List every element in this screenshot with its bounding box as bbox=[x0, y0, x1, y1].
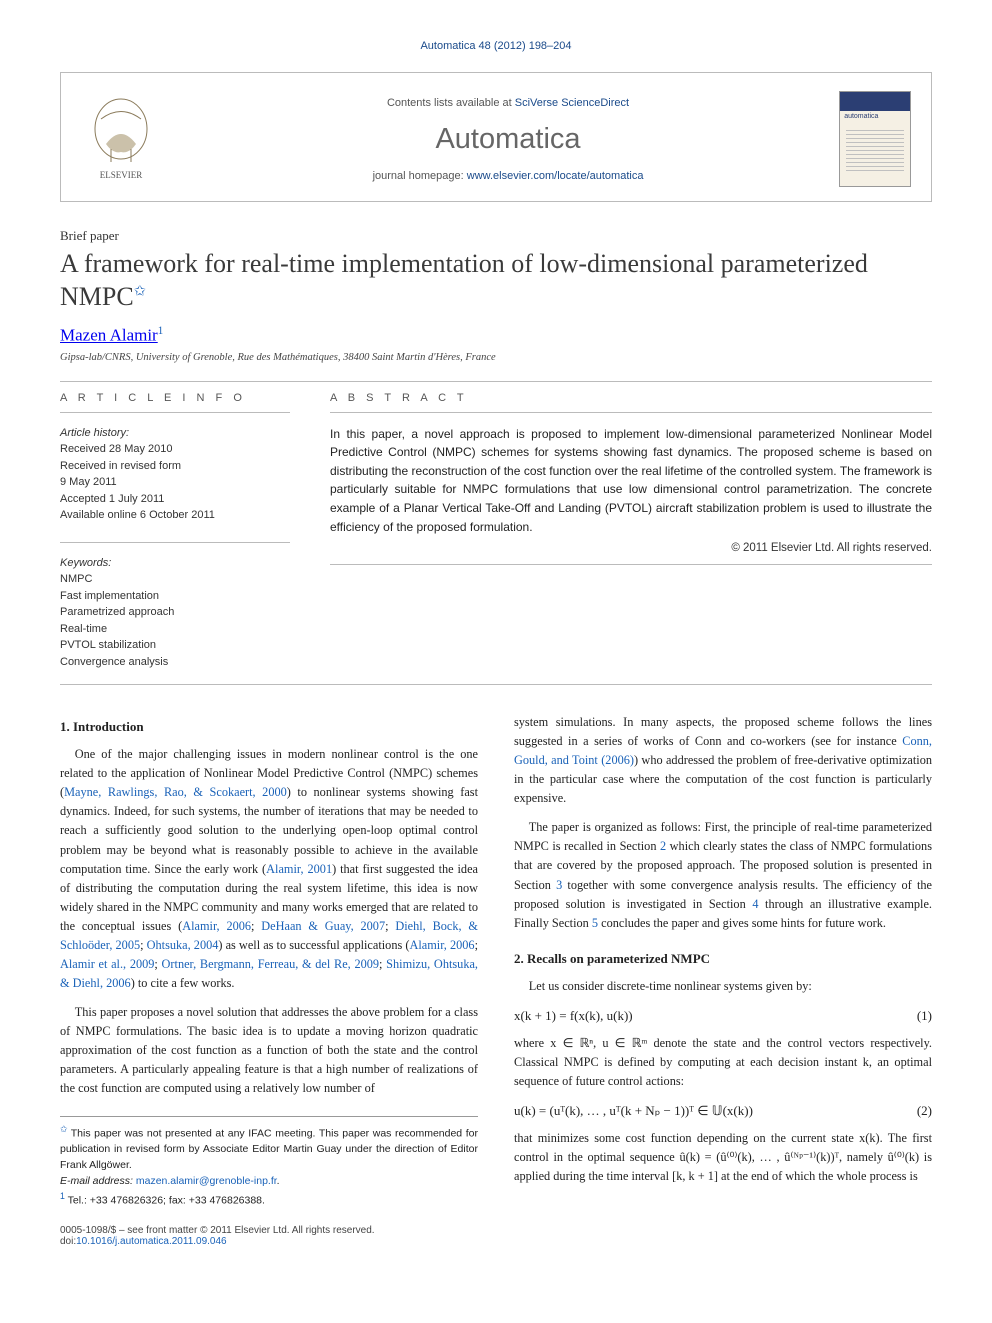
footnote-text: This paper was not presented at any IFAC… bbox=[60, 1128, 478, 1172]
issn-line: 0005-1098/$ – see front matter © 2011 El… bbox=[60, 1225, 932, 1236]
sciverse-link[interactable]: SciVerse ScienceDirect bbox=[515, 97, 629, 109]
bottom-line: 0005-1098/$ – see front matter © 2011 El… bbox=[60, 1225, 932, 1247]
article-title: A framework for real-time implementation… bbox=[60, 248, 932, 313]
paragraph: system simulations. In many aspects, the… bbox=[514, 713, 932, 808]
doi-link[interactable]: 10.1016/j.automatica.2011.09.046 bbox=[76, 1236, 227, 1247]
text-run: ; bbox=[251, 919, 261, 933]
equation: x(k + 1) = f(x(k), u(k)) (1) bbox=[514, 1006, 932, 1026]
keyword: Convergence analysis bbox=[60, 654, 290, 671]
equation-body: x(k + 1) = f(x(k), u(k)) bbox=[514, 1006, 904, 1026]
text-run: ; bbox=[154, 957, 161, 971]
author-link[interactable]: Mazen Alamir bbox=[60, 326, 158, 345]
paragraph: where x ∈ ℝⁿ, u ∈ ℝᵐ denote the state an… bbox=[514, 1034, 932, 1091]
author-affil-mark[interactable]: 1 bbox=[158, 325, 164, 337]
citation-link[interactable]: Ortner, Bergmann, Ferreau, & del Re, 200… bbox=[162, 957, 380, 971]
abstract-column: A B S T R A C T In this paper, a novel a… bbox=[330, 382, 932, 671]
divider bbox=[60, 542, 290, 543]
running-header: Automatica 48 (2012) 198–204 bbox=[60, 40, 932, 52]
citation-link[interactable]: DeHaan & Guay, 2007 bbox=[261, 919, 385, 933]
paragraph: The paper is organized as follows: First… bbox=[514, 818, 932, 932]
affiliation: Gipsa-lab/CNRS, University of Grenoble, … bbox=[60, 352, 932, 363]
abstract-text: In this paper, a novel approach is propo… bbox=[330, 425, 932, 537]
paragraph: This paper proposes a novel solution tha… bbox=[60, 1003, 478, 1098]
text-run: ; bbox=[475, 938, 478, 952]
email-link[interactable]: mazen.alamir@grenoble-inp.fr bbox=[136, 1175, 277, 1187]
article-type: Brief paper bbox=[60, 228, 932, 244]
section-heading: 1. Introduction bbox=[60, 717, 478, 737]
paragraph: One of the major challenging issues in m… bbox=[60, 745, 478, 993]
keyword: NMPC bbox=[60, 571, 290, 588]
journal-name: Automatica bbox=[177, 123, 839, 156]
history-label: Article history: bbox=[60, 425, 290, 442]
text-run: system simulations. In many aspects, the… bbox=[514, 715, 932, 748]
keywords-block: Keywords: NMPC Fast implementation Param… bbox=[60, 555, 290, 671]
title-footnote-mark[interactable]: ✩ bbox=[134, 283, 146, 299]
article-history: Article history: Received 28 May 2010 Re… bbox=[60, 425, 290, 524]
svg-text:ELSEVIER: ELSEVIER bbox=[100, 170, 143, 180]
citation-link[interactable]: Alamir, 2006 bbox=[182, 919, 251, 933]
homepage-prefix: journal homepage: bbox=[373, 170, 467, 182]
contents-prefix: Contents lists available at bbox=[387, 97, 515, 109]
history-line: Accepted 1 July 2011 bbox=[60, 491, 290, 508]
abstract-label: A B S T R A C T bbox=[330, 392, 932, 413]
footnote: 1 Tel.: +33 476826326; fax: +33 47682638… bbox=[60, 1190, 478, 1209]
divider bbox=[330, 564, 932, 565]
journal-cover-thumb bbox=[839, 91, 911, 187]
email-label: E-mail address: bbox=[60, 1175, 136, 1187]
paragraph: that minimizes some cost function depend… bbox=[514, 1129, 932, 1186]
citation-link[interactable]: Ohtsuka, 2004 bbox=[147, 938, 219, 952]
text-run: concludes the paper and gives some hints… bbox=[598, 916, 886, 930]
history-line: Received 28 May 2010 bbox=[60, 441, 290, 458]
homepage-link[interactable]: www.elsevier.com/locate/automatica bbox=[467, 170, 644, 182]
text-run: ) as well as to successful applications … bbox=[218, 938, 409, 952]
copyright-line: © 2011 Elsevier Ltd. All rights reserved… bbox=[330, 542, 932, 554]
right-column: system simulations. In many aspects, the… bbox=[514, 713, 932, 1209]
footnote: ✩ This paper was not presented at any IF… bbox=[60, 1123, 478, 1174]
text-run: ) to cite a few works. bbox=[131, 976, 235, 990]
equation-number: (2) bbox=[904, 1101, 932, 1121]
history-line: Received in revised form bbox=[60, 458, 290, 475]
body-columns: 1. Introduction One of the major challen… bbox=[60, 713, 932, 1209]
keyword: Real-time bbox=[60, 621, 290, 638]
journal-header-box: ELSEVIER Contents lists available at Sci… bbox=[60, 72, 932, 202]
doi-label: doi: bbox=[60, 1236, 76, 1247]
elsevier-logo: ELSEVIER bbox=[81, 94, 161, 184]
history-line: 9 May 2011 bbox=[60, 474, 290, 491]
contents-line: Contents lists available at SciVerse Sci… bbox=[177, 97, 839, 109]
footnotes: ✩ This paper was not presented at any IF… bbox=[60, 1116, 478, 1209]
equation-number: (1) bbox=[904, 1006, 932, 1026]
footnote-text: Tel.: +33 476826326; fax: +33 476826388. bbox=[65, 1194, 265, 1206]
paragraph: Let us consider discrete-time nonlinear … bbox=[514, 977, 932, 996]
homepage-line: journal homepage: www.elsevier.com/locat… bbox=[177, 170, 839, 182]
text-run: ; bbox=[385, 919, 395, 933]
citation-link[interactable]: Alamir, 2006 bbox=[409, 938, 474, 952]
citation-link[interactable]: Alamir et al., 2009 bbox=[60, 957, 154, 971]
equation-body: u(k) = (uᵀ(k), … , uᵀ(k + Nₚ − 1))ᵀ ∈ 𝕌(… bbox=[514, 1101, 904, 1121]
keyword: Fast implementation bbox=[60, 588, 290, 605]
keywords-label: Keywords: bbox=[60, 555, 290, 572]
citation-link[interactable]: Alamir, 2001 bbox=[266, 862, 332, 876]
article-info-column: A R T I C L E I N F O Article history: R… bbox=[60, 382, 290, 671]
divider bbox=[60, 684, 932, 685]
left-column: 1. Introduction One of the major challen… bbox=[60, 713, 478, 1209]
author-list: Mazen Alamir1 bbox=[60, 325, 932, 346]
title-text: A framework for real-time implementation… bbox=[60, 249, 868, 311]
equation: u(k) = (uᵀ(k), … , uᵀ(k + Nₚ − 1))ᵀ ∈ 𝕌(… bbox=[514, 1101, 932, 1121]
history-line: Available online 6 October 2011 bbox=[60, 507, 290, 524]
keyword: PVTOL stabilization bbox=[60, 637, 290, 654]
section-heading: 2. Recalls on parameterized NMPC bbox=[514, 949, 932, 969]
keyword: Parametrized approach bbox=[60, 604, 290, 621]
footnote: E-mail address: mazen.alamir@grenoble-in… bbox=[60, 1174, 478, 1190]
citation-link[interactable]: Mayne, Rawlings, Rao, & Scokaert, 2000 bbox=[64, 785, 287, 799]
info-label: A R T I C L E I N F O bbox=[60, 392, 290, 413]
